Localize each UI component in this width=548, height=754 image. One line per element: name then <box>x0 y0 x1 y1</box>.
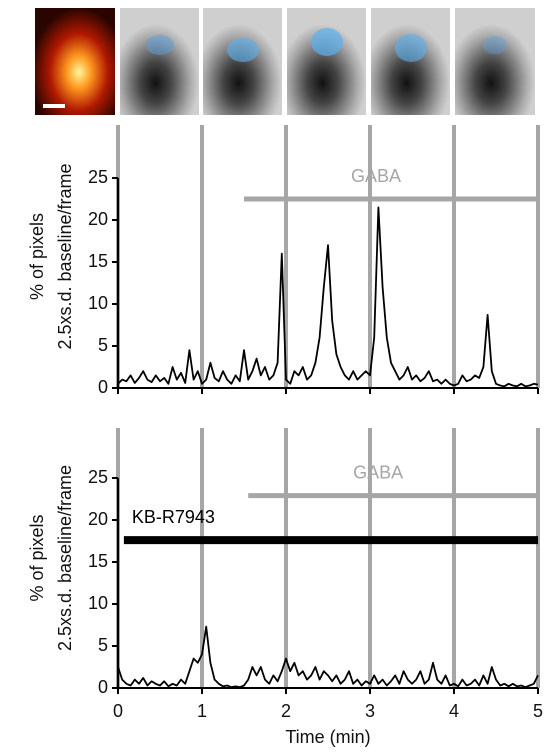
y-tick-label: 15 <box>88 551 108 571</box>
y-axis-label: 2.5xs.d. baseline/frame <box>55 163 75 349</box>
trace <box>117 625 539 689</box>
highlight <box>227 38 259 62</box>
y-tick-label: 5 <box>98 635 108 655</box>
y-tick-label: 0 <box>98 677 108 697</box>
highlight <box>395 34 427 62</box>
y-tick-label: 15 <box>88 251 108 271</box>
highlight <box>146 35 174 55</box>
trace <box>117 206 539 388</box>
highlight <box>311 28 343 56</box>
x-tick-label: 4 <box>449 701 459 721</box>
x-tick-label: 0 <box>113 701 123 721</box>
annotation-label: KB-R7943 <box>132 507 215 527</box>
image-panel <box>455 8 535 115</box>
y-tick-label: 5 <box>98 335 108 355</box>
image-panel <box>120 8 199 115</box>
x-axis-label: Time (min) <box>285 727 370 747</box>
x-tick-label: 2 <box>281 701 291 721</box>
y-tick-label: 25 <box>88 167 108 187</box>
annotation-label: GABA <box>351 166 401 186</box>
y-tick-label: 10 <box>88 593 108 613</box>
image-row <box>35 8 535 115</box>
y-tick-label: 25 <box>88 467 108 487</box>
image-panels <box>120 8 535 115</box>
y-tick-label: 20 <box>88 209 108 229</box>
y-axis-label: % of pixels <box>27 213 47 300</box>
y-axis-label: 2.5xs.d. baseline/frame <box>55 465 75 651</box>
y-tick-label: 0 <box>98 377 108 397</box>
y-tick-label: 10 <box>88 293 108 313</box>
annotation-label: GABA <box>353 462 403 482</box>
highlight <box>483 36 507 54</box>
y-axis-label: % of pixels <box>27 514 47 601</box>
x-tick-label: 3 <box>365 701 375 721</box>
image-panel <box>35 8 115 115</box>
x-tick-label: 1 <box>197 701 207 721</box>
scale-bar <box>43 104 65 108</box>
x-tick-label: 5 <box>533 701 543 721</box>
y-tick-label: 20 <box>88 509 108 529</box>
image-panel <box>287 8 366 115</box>
